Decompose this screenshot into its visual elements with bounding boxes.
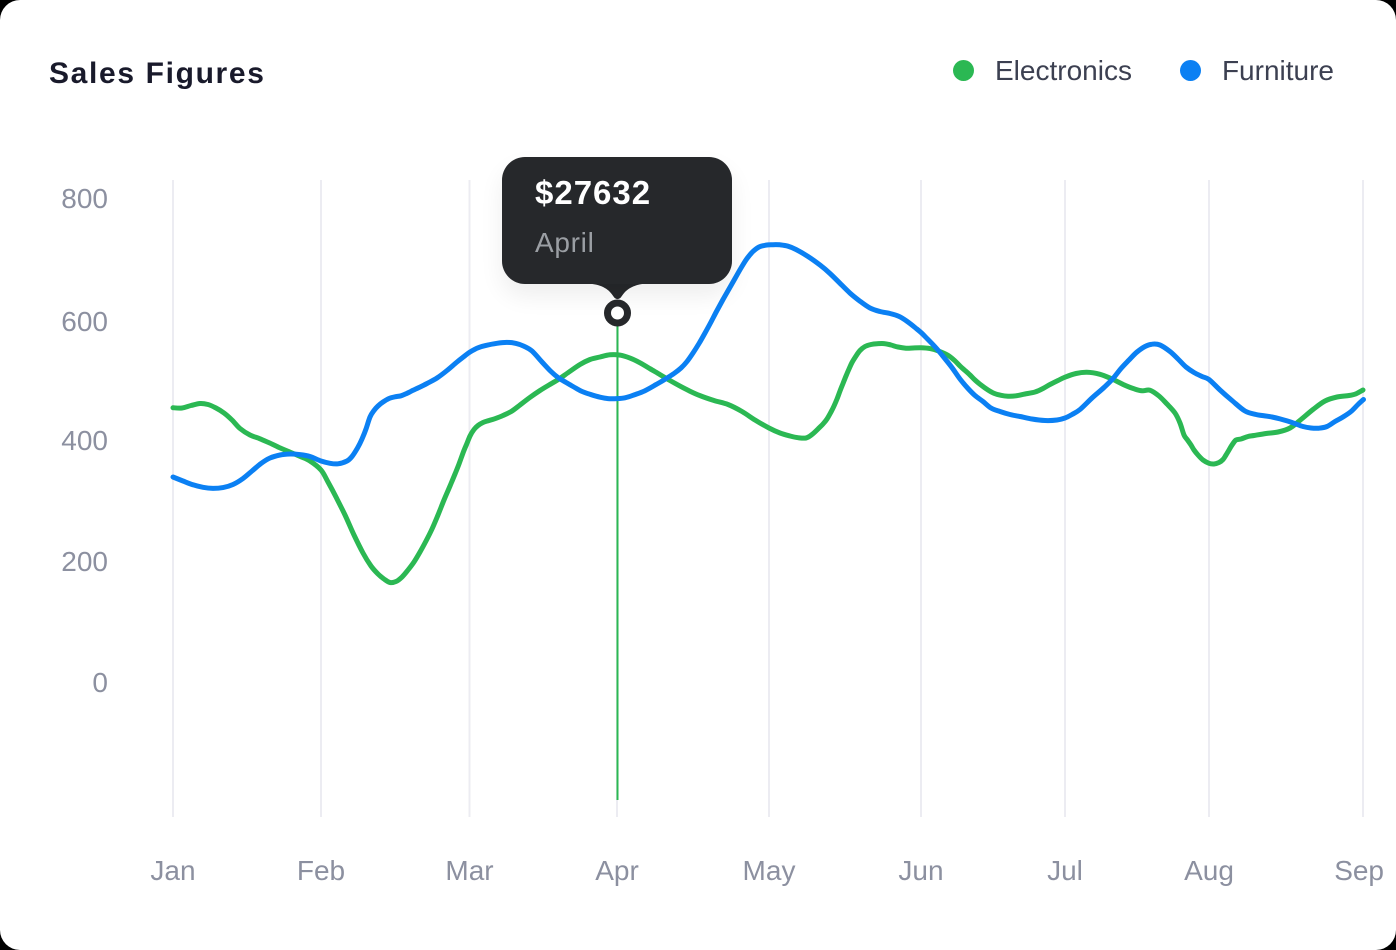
svg-text:200: 200 (61, 546, 108, 577)
svg-text:Jul: Jul (1047, 855, 1083, 886)
svg-text:400: 400 (61, 425, 108, 456)
svg-text:600: 600 (61, 306, 108, 337)
svg-text:Jun: Jun (898, 855, 943, 886)
svg-text:Feb: Feb (297, 855, 345, 886)
svg-text:0: 0 (92, 667, 108, 698)
svg-text:Jan: Jan (150, 855, 195, 886)
svg-text:Apr: Apr (595, 855, 639, 886)
svg-text:800: 800 (61, 183, 108, 214)
svg-text:Aug: Aug (1184, 855, 1234, 886)
svg-text:May: May (743, 855, 796, 886)
svg-text:Mar: Mar (445, 855, 493, 886)
svg-text:Sept: Sept (1334, 855, 1392, 886)
